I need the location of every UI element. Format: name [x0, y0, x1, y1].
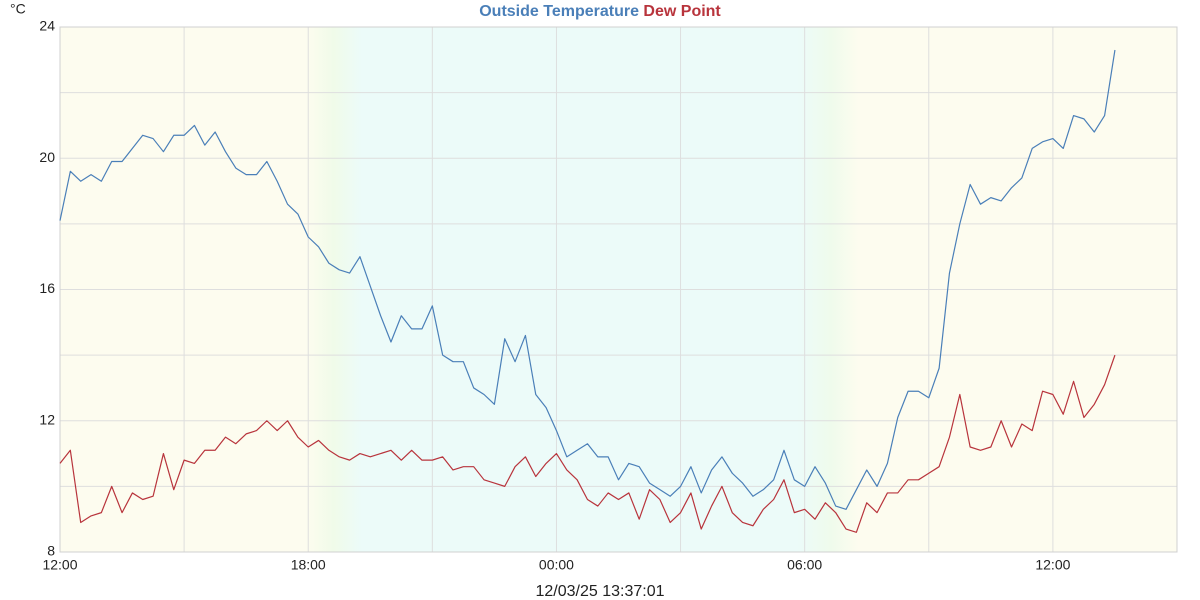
y-tick-label: 16	[39, 280, 55, 296]
legend-entry: Dew Point	[643, 3, 721, 20]
y-tick-label: 8	[47, 543, 55, 559]
x-tick-label: 12:00	[1035, 557, 1070, 573]
legend-entry: Outside Temperature	[479, 3, 639, 20]
y-axis-label: °C	[10, 1, 26, 17]
x-tick-label: 00:00	[539, 557, 574, 573]
y-tick-label: 12	[39, 411, 55, 427]
series-line	[59, 354, 1116, 533]
timestamp: 12/03/25 13:37:01	[535, 583, 664, 600]
x-tick-label: 06:00	[787, 557, 822, 573]
plot-frame	[59, 26, 1178, 553]
y-tick-label: 24	[39, 18, 55, 34]
y-tick-label: 20	[39, 149, 55, 165]
series-line	[59, 49, 1116, 510]
x-tick-label: 18:00	[291, 557, 326, 573]
x-tick-label: 12:00	[42, 557, 77, 573]
legend: Outside Temperature Dew Point	[479, 3, 721, 20]
